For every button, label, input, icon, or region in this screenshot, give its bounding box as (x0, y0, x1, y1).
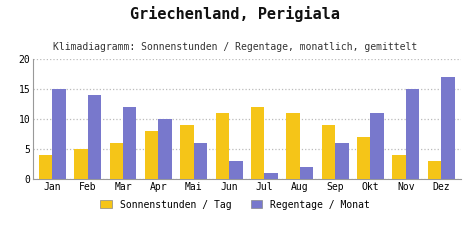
Text: Klimadiagramm: Sonnenstunden / Regentage, monatlich, gemittelt: Klimadiagramm: Sonnenstunden / Regentage… (53, 42, 417, 52)
Bar (110, 143, 123, 179)
Bar (428, 161, 441, 179)
Bar (286, 113, 300, 179)
Bar (123, 107, 136, 179)
Bar (357, 137, 370, 179)
Bar (300, 167, 313, 179)
Bar (74, 149, 88, 179)
Bar (39, 155, 52, 179)
Bar (441, 77, 454, 179)
Bar (251, 107, 265, 179)
Bar (265, 173, 278, 179)
Bar (180, 125, 194, 179)
Bar (88, 95, 101, 179)
Text: Griechenland, Perigiala: Griechenland, Perigiala (130, 6, 340, 22)
Bar (229, 161, 243, 179)
Legend: Sonnenstunden / Tag, Regentage / Monat: Sonnenstunden / Tag, Regentage / Monat (96, 196, 374, 214)
Bar (321, 125, 335, 179)
Text: Copyright (C) 2010 sonnenlaender.de: Copyright (C) 2010 sonnenlaender.de (132, 224, 338, 234)
Bar (216, 113, 229, 179)
Bar (158, 119, 172, 179)
Bar (392, 155, 406, 179)
Bar (145, 131, 158, 179)
Bar (194, 143, 207, 179)
Bar (52, 89, 66, 179)
Bar (335, 143, 349, 179)
Bar (370, 113, 384, 179)
Bar (406, 89, 419, 179)
